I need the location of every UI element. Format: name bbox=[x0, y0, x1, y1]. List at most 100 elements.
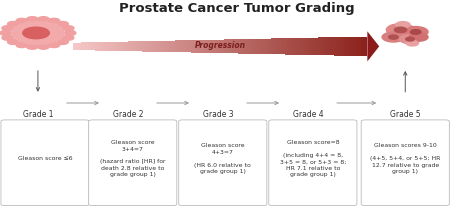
Polygon shape bbox=[230, 39, 232, 53]
Circle shape bbox=[16, 43, 27, 48]
Polygon shape bbox=[255, 39, 258, 54]
Polygon shape bbox=[217, 40, 219, 53]
Polygon shape bbox=[267, 39, 269, 54]
Polygon shape bbox=[220, 40, 222, 53]
Polygon shape bbox=[115, 42, 117, 51]
Polygon shape bbox=[118, 42, 120, 51]
Polygon shape bbox=[187, 40, 189, 53]
Polygon shape bbox=[365, 36, 367, 56]
Polygon shape bbox=[132, 41, 134, 51]
Polygon shape bbox=[319, 37, 320, 55]
Polygon shape bbox=[303, 38, 305, 55]
Polygon shape bbox=[117, 42, 118, 51]
Polygon shape bbox=[191, 40, 193, 53]
Polygon shape bbox=[172, 41, 173, 52]
Text: Progression: Progression bbox=[195, 41, 246, 50]
Text: Prostate Cancer Tumor Grading: Prostate Cancer Tumor Grading bbox=[119, 2, 355, 15]
Polygon shape bbox=[162, 41, 164, 52]
Polygon shape bbox=[275, 38, 277, 54]
Polygon shape bbox=[85, 42, 87, 50]
Polygon shape bbox=[185, 40, 187, 52]
Polygon shape bbox=[113, 42, 115, 51]
Polygon shape bbox=[307, 38, 309, 55]
Polygon shape bbox=[195, 40, 197, 53]
Polygon shape bbox=[150, 41, 152, 52]
FancyBboxPatch shape bbox=[269, 120, 357, 206]
Polygon shape bbox=[152, 41, 154, 52]
Polygon shape bbox=[332, 37, 334, 55]
Polygon shape bbox=[362, 37, 364, 56]
Polygon shape bbox=[320, 37, 322, 55]
Polygon shape bbox=[287, 38, 289, 55]
Text: Gleason score
3+4=7

(hazard ratio [HR] for
death 2.8 relative to
grade group 1): Gleason score 3+4=7 (hazard ratio [HR] f… bbox=[100, 140, 165, 177]
Polygon shape bbox=[277, 38, 279, 54]
Circle shape bbox=[23, 27, 49, 39]
Polygon shape bbox=[77, 43, 79, 50]
Polygon shape bbox=[283, 38, 285, 54]
Circle shape bbox=[63, 26, 74, 31]
Polygon shape bbox=[99, 42, 101, 51]
Circle shape bbox=[38, 44, 49, 49]
Polygon shape bbox=[238, 39, 240, 54]
Polygon shape bbox=[350, 37, 352, 56]
FancyBboxPatch shape bbox=[179, 120, 267, 206]
Circle shape bbox=[57, 21, 68, 26]
Circle shape bbox=[389, 35, 398, 39]
Polygon shape bbox=[246, 39, 248, 54]
Polygon shape bbox=[299, 38, 301, 55]
Polygon shape bbox=[273, 39, 275, 54]
Polygon shape bbox=[201, 40, 203, 53]
Polygon shape bbox=[305, 38, 307, 55]
Polygon shape bbox=[203, 40, 205, 53]
Polygon shape bbox=[334, 37, 336, 56]
Polygon shape bbox=[109, 42, 111, 51]
Circle shape bbox=[48, 18, 60, 23]
Polygon shape bbox=[199, 40, 201, 53]
Polygon shape bbox=[322, 37, 324, 55]
Polygon shape bbox=[175, 41, 177, 52]
Polygon shape bbox=[348, 37, 350, 56]
Circle shape bbox=[410, 30, 421, 34]
Circle shape bbox=[12, 22, 64, 44]
Polygon shape bbox=[228, 39, 230, 53]
Polygon shape bbox=[310, 38, 312, 55]
Polygon shape bbox=[111, 42, 113, 51]
Polygon shape bbox=[89, 42, 91, 50]
Polygon shape bbox=[367, 31, 379, 61]
Polygon shape bbox=[314, 37, 317, 55]
Text: Grade 5: Grade 5 bbox=[390, 110, 420, 119]
Polygon shape bbox=[156, 41, 158, 52]
Circle shape bbox=[57, 40, 68, 44]
Polygon shape bbox=[324, 37, 326, 55]
Polygon shape bbox=[338, 37, 340, 56]
Circle shape bbox=[0, 30, 11, 35]
Polygon shape bbox=[164, 41, 165, 52]
Polygon shape bbox=[212, 40, 215, 53]
Polygon shape bbox=[356, 37, 357, 56]
Circle shape bbox=[406, 41, 419, 46]
Polygon shape bbox=[101, 42, 103, 51]
Circle shape bbox=[406, 37, 414, 41]
Polygon shape bbox=[236, 39, 238, 54]
Polygon shape bbox=[242, 39, 244, 54]
Circle shape bbox=[396, 22, 410, 28]
Polygon shape bbox=[210, 40, 212, 53]
Polygon shape bbox=[240, 39, 242, 54]
Polygon shape bbox=[340, 37, 342, 56]
Polygon shape bbox=[309, 38, 310, 55]
Polygon shape bbox=[148, 41, 150, 52]
Polygon shape bbox=[142, 41, 144, 52]
Polygon shape bbox=[181, 40, 183, 52]
Text: Grade 3: Grade 3 bbox=[203, 110, 233, 119]
Text: Gleason score ≤6: Gleason score ≤6 bbox=[18, 156, 73, 161]
Polygon shape bbox=[91, 42, 93, 50]
Polygon shape bbox=[215, 40, 217, 53]
Polygon shape bbox=[134, 41, 136, 51]
Polygon shape bbox=[197, 40, 199, 53]
Polygon shape bbox=[95, 42, 97, 50]
Polygon shape bbox=[265, 39, 267, 54]
Polygon shape bbox=[262, 39, 264, 54]
Polygon shape bbox=[342, 37, 344, 56]
Polygon shape bbox=[234, 39, 236, 53]
Polygon shape bbox=[158, 41, 160, 52]
